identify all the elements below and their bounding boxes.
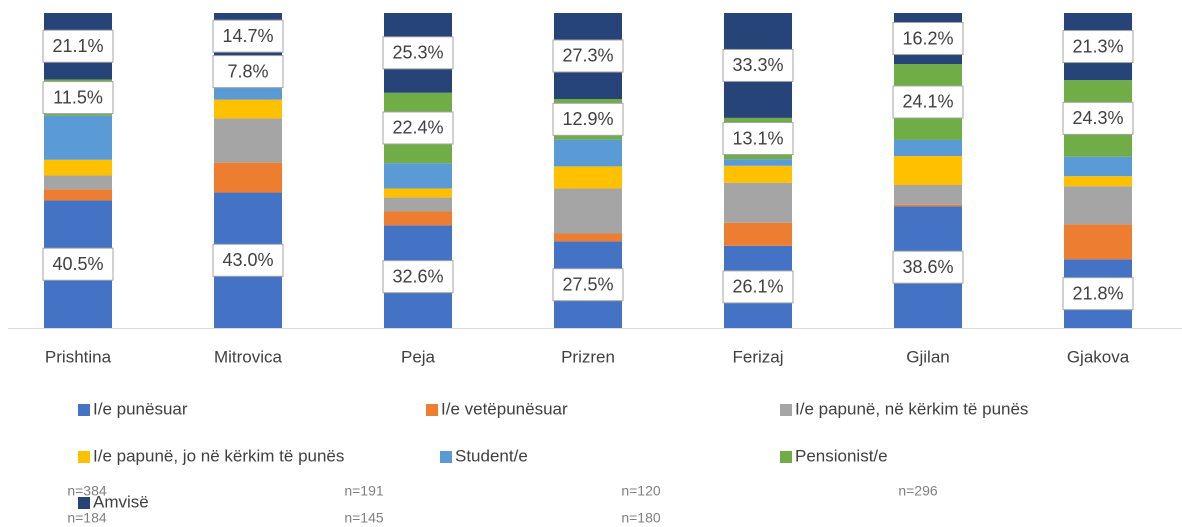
label-box [552,268,624,302]
label-box [42,247,114,281]
legend-swatch [78,404,90,416]
data-label: 24.3% [1072,108,1123,128]
bar-segment [554,188,622,234]
legend-swatch [426,404,438,416]
bar-segment [214,118,282,163]
bar-segment [384,211,452,226]
legend-swatch [780,451,792,463]
legend-swatch [78,497,90,509]
note: n=184 [67,510,107,526]
data-label: 40.5% [52,254,103,274]
bar-segment [724,165,792,183]
note: n=145 [344,510,384,526]
note: n=120 [621,483,661,499]
data-label: 24.1% [902,92,953,112]
legend-label: I/e papunë, jo në kërkim të punës [93,446,344,465]
label-box [722,48,794,82]
bar-segment [214,162,282,193]
data-label: 21.1% [52,36,103,56]
x-tick-label: Ferizaj [732,347,783,366]
legend-label: Pensionist/e [795,446,888,465]
x-tick-label: Gjakova [1067,347,1130,366]
data-label: 22.4% [392,118,443,138]
x-tick-label: Prishtina [45,347,112,366]
label-box [382,36,454,70]
bar-segment [1064,186,1132,225]
label-box [212,243,284,277]
data-label: 21.3% [1072,36,1123,56]
data-label: 11.5% [53,87,103,107]
legend-swatch [440,451,452,463]
label-box [552,102,624,136]
label-box [892,250,964,284]
data-label: 32.6% [392,266,443,286]
bar-segment [894,139,962,157]
data-label: 7.8% [227,61,268,81]
label-box [722,270,794,304]
x-tick-label: Gjilan [906,347,949,366]
bar-segment [1064,224,1132,260]
legend-label: Student/e [455,446,528,465]
data-label: 43.0% [222,250,273,270]
label-box [1062,277,1134,311]
bar-segment [554,139,622,167]
legend-label: I/e papunë, në kërkim të punës [795,399,1028,418]
data-label: 16.2% [902,28,953,48]
label-box [212,19,284,53]
data-label: 27.3% [562,46,613,66]
label-box [722,122,794,156]
bar-segment [724,182,792,223]
x-tick-label: Mitrovica [214,347,283,366]
x-tick-label: Peja [401,347,436,366]
bar-segment [724,159,792,166]
data-label: 21.8% [1072,283,1123,303]
data-label: 26.1% [732,277,783,297]
data-label: 33.3% [732,55,783,75]
bar-segment [44,159,112,176]
x-tick-label: Prizren [561,347,615,366]
data-label: 13.1% [732,128,783,148]
bar-segment [554,166,622,189]
note: n=191 [344,483,384,499]
label-box [42,81,114,115]
bar-segment [724,222,792,246]
label-box [1062,101,1134,135]
label-box [892,22,964,56]
data-label: 27.5% [562,274,613,294]
legend-label: I/e punësuar [93,399,188,418]
note: n=384 [67,483,107,499]
label-box [892,85,964,119]
bar-segment [384,188,452,198]
bar-segment [894,204,962,207]
legend-swatch [78,451,90,463]
label-box [382,260,454,294]
bar-segment [384,163,452,189]
bar-segment [384,197,452,212]
label-box [212,55,284,89]
bar-segment [1064,156,1132,177]
bar-segment [44,115,112,160]
legend-label: Amvisë [93,492,149,511]
bar-segment [1064,176,1132,187]
label-box [382,111,454,145]
data-label: 12.9% [562,109,613,129]
legend-label: I/e vetëpunësuar [441,399,568,418]
legend-swatch [780,404,792,416]
bar-segment [214,99,282,119]
bar-segment [44,175,112,190]
note: n=180 [621,510,661,526]
note: n=296 [898,483,938,499]
label-box [1062,30,1134,64]
bar-segment [44,189,112,201]
label-box [552,39,624,73]
bar-segment [894,156,962,185]
data-label: 38.6% [902,257,953,277]
bar-segment [894,184,962,205]
label-box [42,29,114,63]
data-label: 25.3% [392,43,443,63]
bar-segment [554,233,622,242]
data-label: 14.7% [222,26,273,46]
